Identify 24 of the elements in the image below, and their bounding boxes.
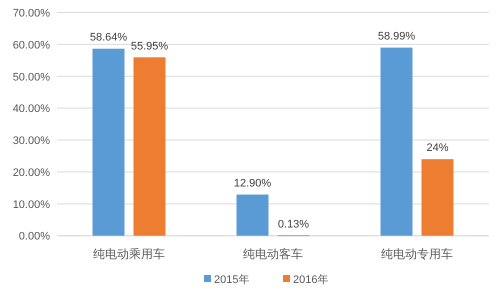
data-label: 55.95%: [130, 40, 168, 52]
data-label: 24%: [426, 142, 449, 154]
bar: [380, 48, 412, 236]
bar: [422, 159, 454, 236]
y-tick-label: 60.00%: [12, 39, 50, 52]
y-tick-label: 10.00%: [12, 198, 50, 211]
data-label: 12.90%: [234, 178, 272, 190]
y-tick-label: 20.00%: [12, 166, 50, 179]
legend-label: 2015年: [214, 274, 250, 286]
y-tick-label: 40.00%: [12, 103, 50, 116]
bar: [134, 57, 166, 236]
data-label: 58.99%: [378, 30, 416, 43]
data-label: 58.64%: [90, 32, 128, 44]
x-tick-label: 纯电动乘用车: [93, 247, 165, 261]
x-tick-label: 纯电动专用车: [381, 247, 453, 261]
y-tick-label: 0.00%: [18, 230, 50, 243]
y-tick-label: 30.00%: [12, 135, 50, 148]
x-tick-label: 纯电动客车: [243, 247, 303, 261]
bar: [92, 48, 124, 236]
data-label: 0.13%: [278, 218, 310, 230]
bar: [236, 194, 268, 236]
y-tick-label: 50.00%: [12, 71, 50, 84]
y-tick-label: 70.00%: [12, 8, 50, 20]
legend-label: 2016年: [293, 274, 328, 286]
